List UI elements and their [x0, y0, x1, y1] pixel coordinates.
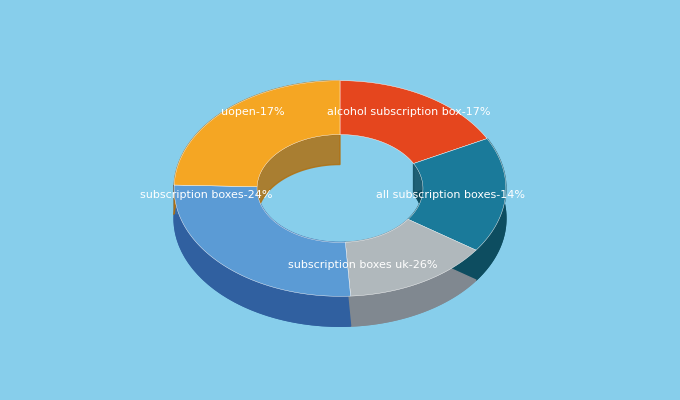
Polygon shape: [408, 164, 423, 249]
Text: subscription boxes uk-26%: subscription boxes uk-26%: [288, 260, 438, 270]
Polygon shape: [174, 185, 351, 296]
Polygon shape: [408, 139, 506, 250]
Polygon shape: [351, 250, 476, 326]
Polygon shape: [340, 81, 487, 164]
Polygon shape: [174, 215, 351, 326]
Polygon shape: [174, 81, 340, 187]
Polygon shape: [345, 249, 476, 326]
Polygon shape: [257, 187, 345, 272]
Text: subscription boxes-24%: subscription boxes-24%: [140, 190, 273, 200]
Polygon shape: [174, 185, 351, 326]
Polygon shape: [345, 219, 476, 296]
Polygon shape: [345, 219, 408, 272]
Polygon shape: [174, 81, 340, 215]
Text: alcohol subscription box-17%: alcohol subscription box-17%: [327, 108, 491, 118]
Text: uopen-17%: uopen-17%: [220, 108, 284, 118]
Polygon shape: [257, 134, 340, 217]
Text: all subscription boxes-14%: all subscription boxes-14%: [376, 190, 525, 200]
Polygon shape: [476, 139, 506, 280]
Polygon shape: [408, 168, 506, 280]
